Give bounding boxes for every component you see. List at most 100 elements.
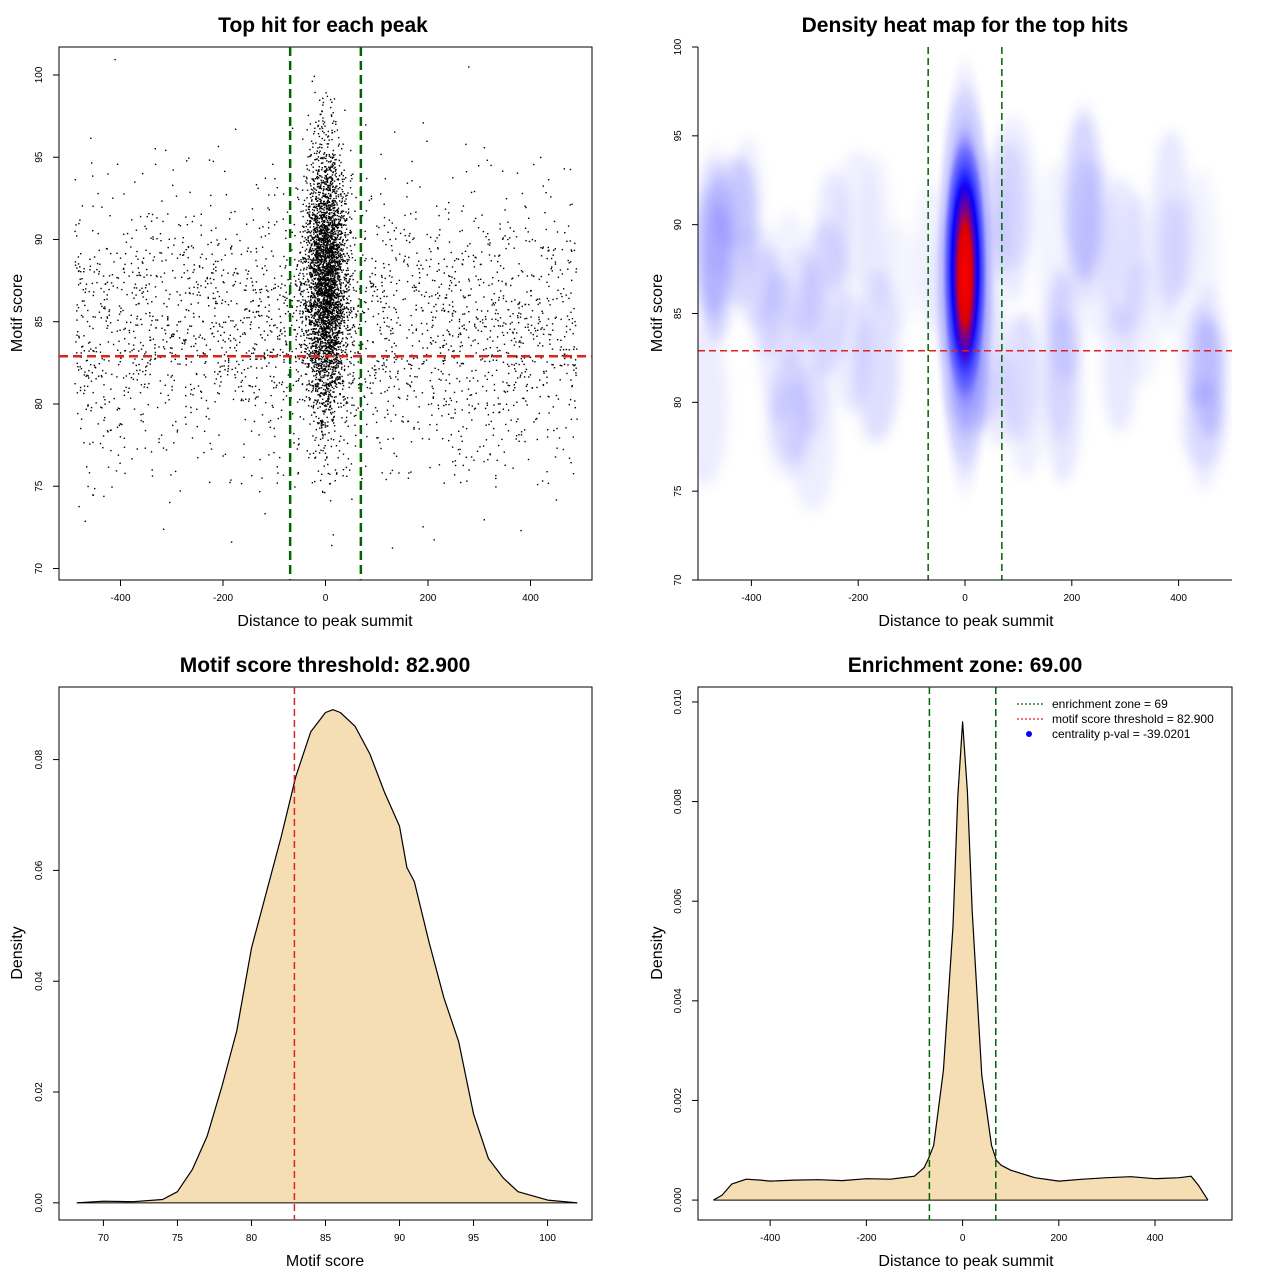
scatter-point xyxy=(266,289,268,291)
scatter-point xyxy=(319,348,321,350)
scatter-point xyxy=(337,457,339,459)
scatter-point xyxy=(108,360,110,362)
scatter-point xyxy=(548,273,550,276)
scatter-point xyxy=(497,325,500,327)
scatter-point xyxy=(338,264,340,266)
scatter-point xyxy=(324,227,327,230)
scatter-point xyxy=(391,276,393,278)
scatter-point xyxy=(172,169,174,171)
scatter-point xyxy=(193,316,195,318)
scatter-point xyxy=(331,156,334,158)
scatter-point xyxy=(131,458,133,460)
scatter-point xyxy=(325,92,327,94)
scatter-point xyxy=(318,166,320,168)
scatter-point xyxy=(302,256,304,259)
scatter-point xyxy=(334,230,336,233)
scatter-point xyxy=(192,394,194,396)
scatter-point xyxy=(207,297,209,299)
scatter-point xyxy=(343,244,345,247)
scatter-point xyxy=(82,345,84,348)
scatter-point xyxy=(331,281,333,283)
scatter-point xyxy=(485,348,487,350)
scatter-point xyxy=(482,445,485,447)
scatter-point xyxy=(138,350,140,352)
scatter-point xyxy=(217,145,220,148)
scatter-point xyxy=(461,252,463,255)
scatter-point xyxy=(435,303,437,306)
scatter-point xyxy=(89,258,91,260)
scatter-point xyxy=(276,384,278,387)
scatter-point xyxy=(411,160,413,163)
scatter-point xyxy=(203,451,205,454)
scatter-point xyxy=(172,335,174,338)
scatter-point xyxy=(211,322,213,324)
scatter-point xyxy=(317,300,320,302)
scatter-point xyxy=(123,193,125,195)
scatter-point xyxy=(475,301,477,303)
scatter-point xyxy=(95,402,97,404)
scatter-point xyxy=(329,176,331,178)
scatter-point xyxy=(164,329,166,331)
scatter-point xyxy=(347,343,349,345)
scatter-point xyxy=(325,408,327,411)
scatter-point xyxy=(352,372,355,374)
scatter-point xyxy=(330,106,332,109)
scatter-point xyxy=(522,271,524,273)
scatter-point xyxy=(409,385,412,388)
scatter-point xyxy=(309,148,311,151)
scatter-point xyxy=(98,249,100,252)
scatter-point xyxy=(526,390,528,392)
scatter-point xyxy=(468,321,471,323)
scatter-point xyxy=(316,287,318,289)
scatter-point xyxy=(532,338,535,340)
scatter-point xyxy=(383,216,386,219)
scatter-point xyxy=(339,212,342,215)
scatter-point xyxy=(318,417,320,420)
scatter-point xyxy=(217,392,219,394)
scatter-point xyxy=(322,222,324,225)
scatter-point xyxy=(94,367,97,369)
scatter-point xyxy=(277,338,279,340)
scatter-point xyxy=(176,324,178,326)
scatter-point xyxy=(324,367,327,370)
scatter-point xyxy=(327,269,330,271)
scatter-point xyxy=(565,427,567,429)
scatter-point xyxy=(333,266,336,268)
scatter-point xyxy=(326,187,328,190)
scatter-point xyxy=(438,464,441,466)
scatter-point xyxy=(331,373,333,376)
scatter-point xyxy=(336,227,339,230)
scatter-point xyxy=(322,180,324,182)
scatter-point xyxy=(154,286,157,288)
scatter-point xyxy=(376,410,378,412)
scatter-point xyxy=(171,374,173,377)
scatter-point xyxy=(329,406,331,408)
scatter-point xyxy=(161,315,163,317)
scatter-point xyxy=(559,364,561,367)
scatter-point xyxy=(202,352,204,354)
scatter-point xyxy=(327,192,330,195)
scatter-point xyxy=(309,423,311,425)
scatter-point xyxy=(325,229,327,231)
scatter-point xyxy=(551,323,554,325)
scatter-point xyxy=(488,284,490,287)
scatter-point xyxy=(408,472,410,474)
scatter-point xyxy=(573,365,575,367)
scatter-point xyxy=(318,346,321,349)
scatter-point xyxy=(351,193,353,195)
scatter-point xyxy=(334,315,336,318)
scatter-point xyxy=(312,142,314,145)
scatter-point xyxy=(321,292,323,294)
scatter-point xyxy=(316,235,319,238)
scatter-point xyxy=(572,364,574,366)
scatter-point xyxy=(325,181,327,183)
scatter-point xyxy=(215,300,217,303)
scatter-point xyxy=(411,345,414,347)
scatter-point xyxy=(317,262,319,264)
scatter-point xyxy=(298,326,300,329)
scatter-point xyxy=(172,424,174,427)
scatter-point xyxy=(123,328,125,331)
scatter-point xyxy=(462,295,465,297)
scatter-point xyxy=(121,288,123,291)
scatter-point xyxy=(325,405,328,407)
